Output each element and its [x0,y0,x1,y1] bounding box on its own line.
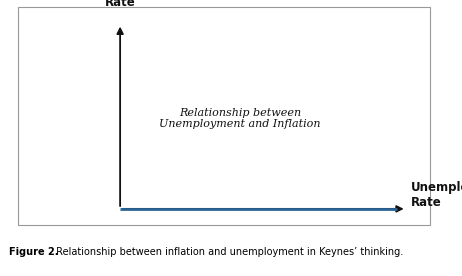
Text: Unemployment
Rate: Unemployment Rate [411,181,462,209]
Bar [18,7,430,225]
Text: Relationship between inflation and unemployment in Keynes’ thinking.: Relationship between inflation and unemp… [53,247,403,257]
Text: Relationship between
Unemployment and Inflation: Relationship between Unemployment and In… [159,108,321,129]
Text: Inflation
Rate: Inflation Rate [92,0,148,9]
Text: Figure 2.: Figure 2. [9,247,59,257]
